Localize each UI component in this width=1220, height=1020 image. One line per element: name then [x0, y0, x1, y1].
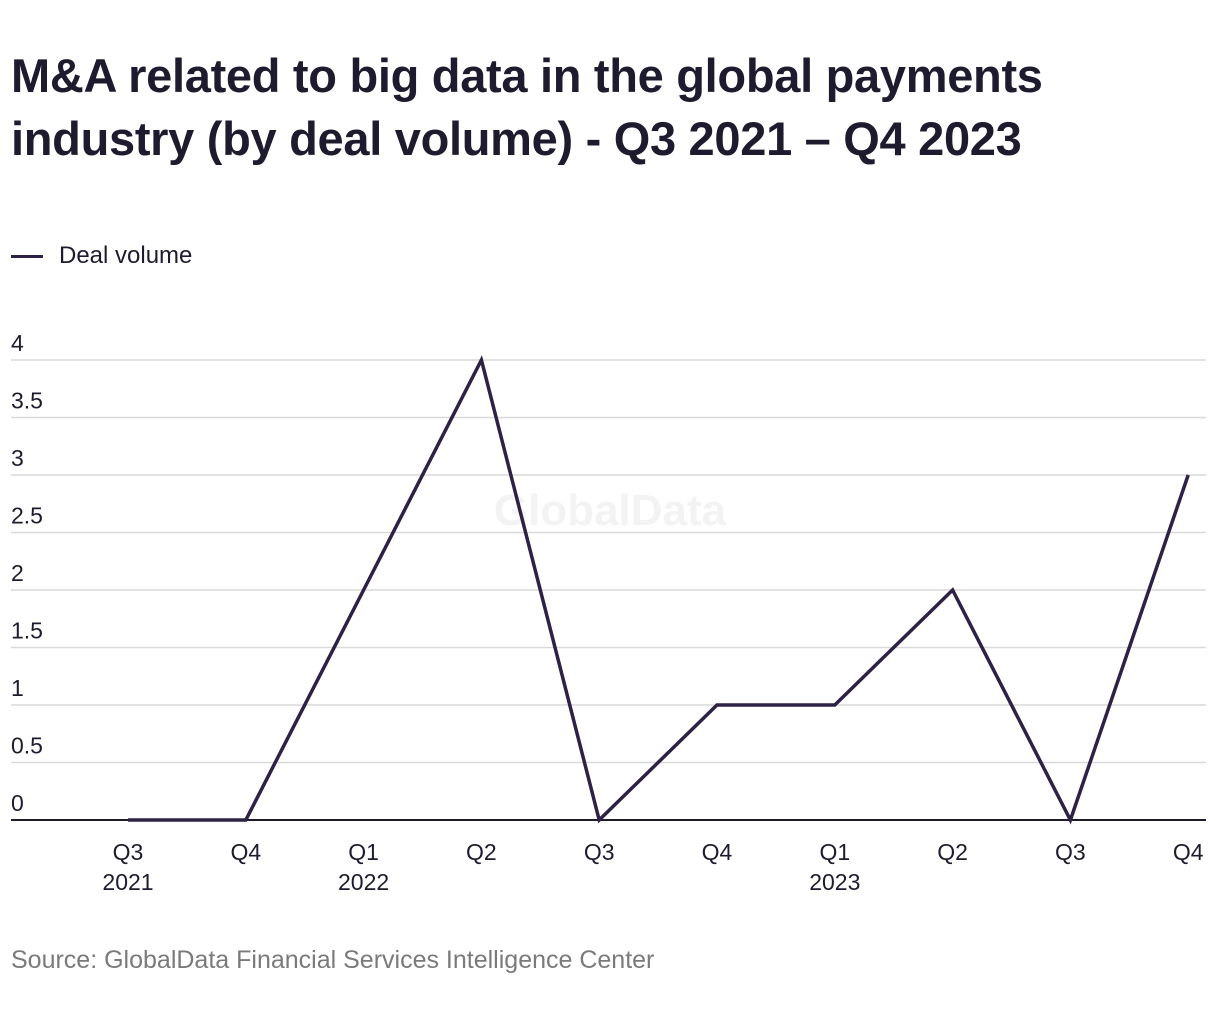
- x-tick-label: Q2: [466, 839, 497, 865]
- y-tick-label: 2: [11, 560, 24, 586]
- series-line-deal-volume: [128, 355, 1190, 825]
- legend-label: Deal volume: [59, 242, 193, 269]
- source-note: Source: GlobalData Financial Services In…: [11, 946, 655, 974]
- x-tick-label: Q4: [230, 839, 261, 865]
- y-tick-label: 3: [11, 445, 24, 471]
- legend-swatch: [11, 254, 43, 258]
- y-tick-label: 0: [11, 790, 24, 816]
- x-tick-year-label: 2022: [338, 869, 389, 895]
- x-tick-year-label: 2021: [102, 869, 153, 895]
- x-tick-label: Q3: [113, 839, 144, 865]
- x-tick-year-label: 2023: [809, 869, 860, 895]
- y-axis-ticks: 0 0.5 1 1.5 2 2.5 3 3.5 4: [11, 330, 43, 816]
- x-tick-label: Q1: [348, 839, 379, 865]
- x-axis-ticks: Q3 2021 Q4 Q1 2022 Q2 Q3 Q4 Q1 2023 Q2 Q3 Q4: [102, 839, 1203, 895]
- x-tick-label: Q1: [819, 839, 850, 865]
- x-tick-label: Q2: [937, 839, 968, 865]
- x-tick-label: Q4: [702, 839, 733, 865]
- x-tick-label: Q3: [584, 839, 615, 865]
- y-tick-label: 1.5: [11, 618, 43, 644]
- y-tick-label: 4: [11, 330, 24, 356]
- x-tick-label: Q4: [1173, 839, 1204, 865]
- y-tick-label: 1: [11, 675, 24, 701]
- x-tick-label: Q3: [1055, 839, 1086, 865]
- grid-lines: [11, 359, 1206, 821]
- chart-title: M&A related to big data in the global pa…: [11, 49, 1043, 165]
- y-tick-label: 2.5: [11, 503, 43, 529]
- watermark: GlobalData: [494, 486, 727, 535]
- y-tick-label: 3.5: [11, 388, 43, 414]
- legend: Deal volume: [11, 242, 192, 270]
- series-layer: [127, 355, 1190, 825]
- y-tick-label: 0.5: [11, 733, 43, 759]
